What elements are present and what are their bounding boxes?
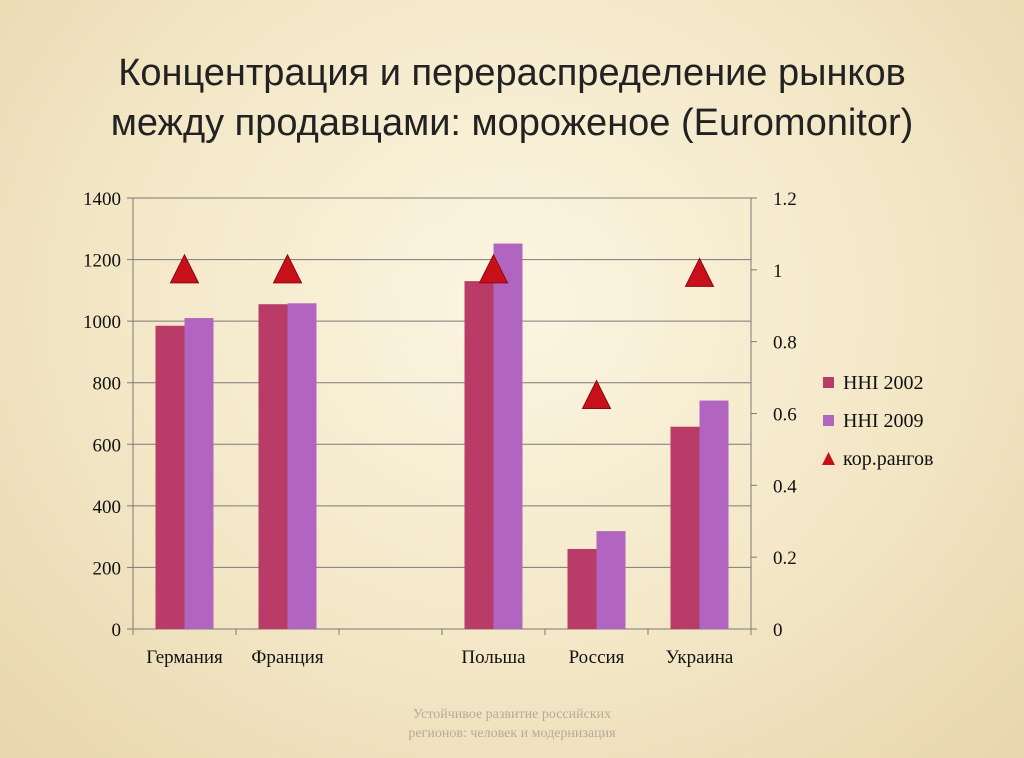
y-left-tick-label: 400 — [93, 497, 122, 518]
x-tick-label: Польша — [461, 647, 526, 668]
legend-swatch — [823, 377, 834, 388]
bar — [287, 303, 317, 629]
x-tick-label: Украина — [666, 647, 734, 668]
y-right-tick-label: 0.4 — [773, 476, 797, 497]
bar — [464, 281, 494, 629]
legend-marker — [822, 452, 835, 465]
x-tick-label: Франция — [251, 647, 323, 668]
bar — [699, 400, 729, 629]
slide-footer: Устойчивое развитие российских регионов:… — [0, 705, 1024, 743]
rank-correlation-marker — [478, 253, 509, 284]
bar — [670, 426, 700, 629]
slide-title: Концентрация и перераспределение рынков … — [0, 48, 1024, 148]
x-tick-label: Германия — [146, 647, 223, 668]
x-tick-label: Россия — [569, 647, 625, 668]
rank-correlation-marker — [581, 379, 612, 410]
legend-label: кор.рангов — [843, 448, 933, 470]
y-right-tick-label: 0 — [773, 620, 783, 641]
y-right-tick-label: 0.6 — [773, 405, 797, 426]
bar — [493, 243, 523, 629]
y-left-tick-label: 800 — [93, 374, 122, 395]
slide-title-line-2: между продавцами: мороженое (Euromonitor… — [110, 102, 914, 144]
y-left-tick-label: 200 — [93, 558, 122, 579]
bar — [184, 318, 214, 629]
slide-title-line-1: Концентрация и перераспределение рынков — [118, 52, 906, 94]
legend-swatch — [823, 415, 834, 426]
bar — [155, 325, 185, 629]
y-right-tick-label: 1.2 — [773, 189, 797, 210]
rank-correlation-marker — [684, 257, 715, 287]
legend-label: HHI 2002 — [843, 372, 924, 394]
y-left-tick-label: 0 — [112, 620, 122, 641]
y-right-tick-label: 1 — [773, 261, 783, 282]
y-left-tick-label: 1000 — [83, 312, 121, 333]
rank-correlation-marker — [169, 253, 200, 284]
legend-label: HHI 2009 — [843, 410, 924, 432]
y-left-tick-label: 600 — [93, 435, 122, 456]
bar — [567, 548, 597, 629]
y-left-tick-label: 1400 — [83, 189, 121, 210]
footer-line-2: регионов: человек и модернизация — [408, 726, 616, 741]
footer-line-1: Устойчивое развитие российских — [412, 707, 612, 722]
y-right-tick-label: 0.2 — [773, 548, 797, 569]
y-right-tick-label: 0.8 — [773, 333, 797, 354]
y-left-tick-label: 1200 — [83, 251, 121, 272]
rank-correlation-marker — [272, 253, 303, 284]
bar — [596, 531, 626, 629]
bar — [258, 304, 288, 629]
